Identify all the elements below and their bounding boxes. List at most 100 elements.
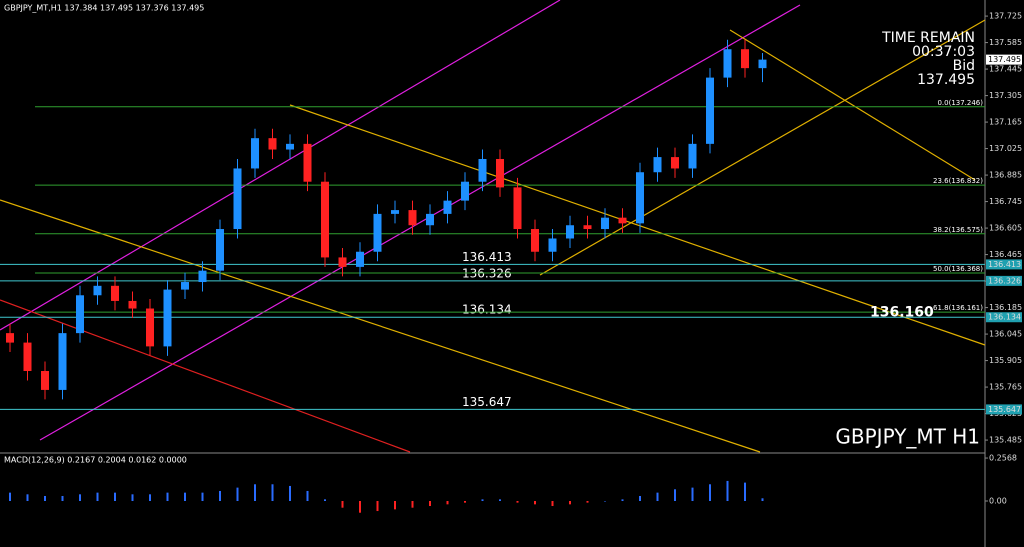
axis-level-box [986,259,1022,270]
axis-level-box [986,312,1022,323]
macd-bar [656,492,659,501]
candle-body [548,238,557,252]
candle-body [671,157,679,169]
candle-body [93,285,102,296]
target-label: 136.160 [870,304,934,320]
candle-body [443,200,452,214]
level-label: 136.413 [462,250,512,264]
macd-bar [149,494,151,501]
macd-bar [201,492,204,501]
y-tick-label: 136.745 [989,197,1022,206]
y-tick-label: 135.485 [989,436,1022,445]
axis-level-label: 136.134 [988,313,1021,322]
macd-bar [709,484,711,501]
candle-body [408,210,417,226]
candle-body [706,77,714,144]
candle-body [216,229,224,271]
candle-body [653,157,662,173]
y-tick-label: 135.905 [989,356,1022,365]
candle-body [618,217,627,224]
candle-body [356,251,364,267]
macd-bar [446,501,449,505]
macd-bar [744,482,746,501]
time-remain-label: TIME REMAIN [881,30,975,46]
macd-bar [534,501,536,505]
candle-body [496,158,504,188]
macd-bar [184,492,186,501]
y-tick-label: 136.465 [989,250,1022,259]
level-label: 135.647 [462,395,512,409]
macd-bar [306,490,309,501]
trend-line [0,0,561,331]
candle-body [758,59,767,69]
candle-body [6,333,14,343]
candle-body [583,225,592,230]
candle-body [513,187,522,230]
candle-body [198,270,207,283]
y-tick-label: 136.045 [989,330,1022,339]
macd-bar [131,494,134,501]
macd-bar [674,489,676,501]
macd-bar [114,492,116,501]
y-tick-label: 0.2568 [989,454,1017,463]
axis-level-label: 136.413 [988,260,1021,269]
macd-bar [569,501,571,505]
level-label: 136.134 [462,303,512,317]
watermark: GBPJPY_MT H1 [835,425,980,449]
candle-body [233,168,242,230]
macd-bar [26,494,29,501]
macd-bar [44,495,46,501]
candle-body [636,172,644,224]
macd-bar [341,501,344,508]
macd-bar [166,492,169,501]
macd-bar [639,495,641,501]
y-tick-label: 137.305 [989,91,1022,100]
candle-body [251,138,259,169]
candle-body [321,181,329,258]
axis-level-box [986,404,1022,415]
candle-body [58,333,67,390]
candle-body [338,257,347,267]
fib-label: 38.2(136.575) [933,226,983,234]
macd-bar [79,494,81,501]
macd-bar [551,501,554,507]
bid-value: 137.495 [917,72,975,88]
y-tick-label: 137.445 [989,65,1022,74]
macd-bar [481,499,484,501]
candle-body [426,213,434,226]
y-tick-label: 136.885 [989,171,1022,180]
candle-body [461,181,469,201]
macd-bar [324,499,326,501]
fib-label: 0.0(137.246) [937,99,983,107]
candle-body [688,143,697,169]
y-tick-label: 136.185 [989,303,1022,312]
candle-body [111,285,119,301]
candle-body [268,138,277,150]
candle-body [601,217,609,230]
macd-bar [411,501,414,508]
axis-level-label: 136.326 [988,276,1021,285]
y-tick-label: 137.725 [989,12,1022,21]
macd-bar [254,484,256,501]
candle-body [146,308,154,347]
macd-bar [61,495,64,501]
macd-bar [726,480,729,501]
macd-bar [359,501,361,513]
candle-body [531,229,539,252]
macd-bar [761,498,764,501]
trend-line [729,29,976,181]
candle-body [286,143,294,150]
axis-level-box [986,275,1022,286]
macd-bar [464,501,466,503]
macd-bar [9,492,11,501]
time-remain: 00:37:03 [912,44,975,60]
macd-bar [271,484,274,501]
macd-bar [516,501,519,503]
macd-bar [499,499,501,501]
candle-body [303,143,312,182]
macd-bar [604,501,606,502]
y-tick-label: 137.025 [989,144,1022,153]
y-tick-label: 137.585 [989,38,1022,47]
